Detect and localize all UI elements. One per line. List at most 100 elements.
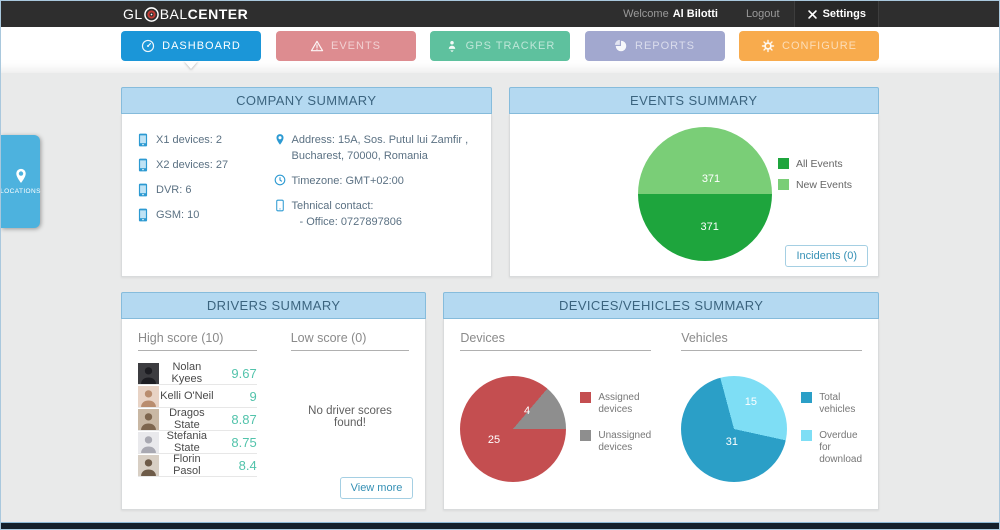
- assigned-devices-count: 25: [487, 434, 501, 446]
- vehicles-header: Vehicles: [681, 331, 862, 351]
- vehicles-section: Vehicles 15 31: [681, 331, 862, 509]
- tab-events[interactable]: EVENTS: [275, 31, 416, 61]
- device-phone-icon: [138, 158, 148, 172]
- welcome-text: Welcome Al Bilotti: [623, 8, 718, 20]
- high-score-column: High score (10) Nolan Kyees 9.67 Kelli O…: [138, 331, 257, 509]
- devices-header: Devices: [460, 331, 652, 351]
- total-vehicles-count: 31: [725, 436, 738, 449]
- view-more-button[interactable]: View more: [339, 477, 414, 499]
- assigned-devices-swatch: [580, 392, 592, 403]
- devices-vehicles-title: DEVICES/VEHICLES SUMMARY: [443, 292, 879, 319]
- vehicles-legend: Total vehicles Overdue for download: [801, 392, 862, 482]
- tab-configure[interactable]: CONFIGURE: [739, 31, 879, 61]
- footer-bar: [1, 522, 999, 529]
- device-phone-icon: [138, 183, 148, 197]
- driver-avatar: [138, 408, 159, 430]
- drivers-summary-title: DRIVERS SUMMARY: [121, 292, 427, 319]
- overdue-download-swatch: [801, 430, 813, 441]
- company-contact: Tehnical contact: - Office: 0727897806: [274, 199, 477, 231]
- logo-text-gl: GL: [123, 6, 143, 22]
- clock-icon: [274, 174, 285, 186]
- legend-all-events: All Events: [777, 158, 852, 170]
- legend-assigned-devices: Assigned devices: [580, 392, 651, 416]
- legend-total-vehicles: Total vehicles: [801, 392, 862, 416]
- driver-score: 8.4: [238, 457, 257, 473]
- events-legend: All Events New Events: [777, 158, 852, 200]
- unassigned-devices-count: 4: [523, 405, 531, 418]
- events-summary-title: EVENTS SUMMARY: [508, 87, 879, 114]
- address-pin-icon: [275, 134, 284, 145]
- driver-row[interactable]: Kelli O'Neil 9: [138, 385, 257, 408]
- app-logo: GL BAL CENTER: [123, 6, 248, 22]
- contact-office: - Office: 0727897806: [299, 215, 403, 228]
- no-scores-message: No driver scores found!: [308, 405, 392, 429]
- devices-pie-chart: 25 4: [460, 376, 567, 482]
- driver-score: 9: [249, 388, 257, 404]
- logout-link[interactable]: Logout: [745, 8, 780, 20]
- device-count-dvr: DVR: 6: [138, 183, 274, 197]
- events-summary-panel: EVENTS SUMMARY 371 371 All Events: [508, 87, 879, 277]
- driver-avatar: [138, 454, 159, 476]
- nav-bar: DASHBOARD EVENTS GPS TRACKER: [1, 27, 999, 73]
- driver-avatar: [138, 385, 159, 407]
- vehicles-pie-chart: 15 31: [681, 376, 788, 482]
- drivers-summary-panel: DRIVERS SUMMARY High score (10) Nolan Ky…: [121, 292, 427, 510]
- legend-unassigned-devices: Unassigned devices: [580, 430, 651, 454]
- mobile-phone-icon: [275, 199, 284, 212]
- driver-score: 8.75: [231, 434, 257, 450]
- legend-overdue-download: Overdue for download: [801, 430, 862, 466]
- dashboard-gauge-icon: [142, 39, 155, 53]
- new-events-count: 371: [701, 172, 721, 185]
- overdue-download-count: 15: [744, 395, 758, 408]
- driver-row[interactable]: Nolan Kyees 9.67: [138, 361, 257, 385]
- company-timezone: Timezone: GMT+02:00: [274, 174, 477, 190]
- devices-section: Devices 25 4: [460, 331, 652, 509]
- legend-new-events: New Events: [777, 179, 852, 191]
- pie-chart-icon: [614, 39, 627, 52]
- driver-avatar: [138, 362, 159, 384]
- logo-target-icon: [143, 6, 159, 22]
- all-events-swatch: [777, 158, 789, 169]
- driver-score: 9.67: [231, 365, 257, 381]
- user-name: Al Bilotti: [672, 8, 718, 20]
- device-phone-icon: [138, 133, 148, 147]
- events-pie-chart: 371 371: [637, 127, 772, 261]
- all-events-count: 371: [700, 220, 719, 233]
- driver-row[interactable]: Stefania State 8.75: [138, 430, 257, 454]
- devices-vehicles-panel: DEVICES/VEHICLES SUMMARY Devices 25 4: [443, 292, 879, 510]
- devices-legend: Assigned devices Unassigned devices: [580, 392, 651, 482]
- company-summary-panel: COMPANY SUMMARY X1 devices: 2 X2 devices…: [121, 87, 492, 277]
- new-events-swatch: [777, 179, 789, 190]
- driver-score: 8.87: [231, 411, 257, 427]
- company-address: Address: 15A, Sos. Putul lui Zamfir , Bu…: [274, 133, 477, 165]
- low-score-header: Low score (0): [290, 331, 410, 351]
- high-score-header: High score (10): [138, 331, 257, 351]
- device-count-x1: X1 devices: 2: [138, 133, 274, 147]
- warning-triangle-icon: [310, 40, 324, 52]
- driver-avatar: [138, 431, 159, 453]
- top-bar: GL BAL CENTER Welcome Al Bilotti Logout: [1, 1, 999, 27]
- company-summary-title: COMPANY SUMMARY: [121, 87, 492, 114]
- map-pin-icon: [15, 168, 26, 183]
- tab-gps-tracker[interactable]: GPS TRACKER: [430, 31, 570, 61]
- main-content: LOCATIONS COMPANY SUMMARY X1 devices: 2: [1, 73, 999, 522]
- device-count-gsm: GSM: 10: [138, 208, 274, 222]
- tab-dashboard[interactable]: DASHBOARD: [121, 31, 261, 61]
- settings-button[interactable]: Settings: [793, 1, 879, 27]
- total-vehicles-swatch: [801, 392, 813, 403]
- device-phone-icon: [138, 208, 148, 222]
- driver-row[interactable]: Florin Pasol 8.4: [138, 453, 257, 477]
- unassigned-devices-swatch: [580, 430, 592, 441]
- logo-text-center: CENTER: [187, 6, 249, 22]
- low-score-column: Low score (0) No driver scores found!: [290, 331, 410, 509]
- locations-side-tab[interactable]: LOCATIONS: [1, 135, 40, 228]
- tab-reports[interactable]: REPORTS: [584, 31, 725, 61]
- driver-row[interactable]: Dragos State 8.87: [138, 407, 257, 431]
- logo-text-bal: BAL: [159, 6, 188, 22]
- gear-icon: [761, 39, 775, 53]
- tools-icon: [807, 9, 817, 19]
- person-pin-icon: [448, 41, 455, 53]
- incidents-button[interactable]: Incidents (0): [785, 245, 868, 267]
- device-count-x2: X2 devices: 27: [138, 158, 274, 172]
